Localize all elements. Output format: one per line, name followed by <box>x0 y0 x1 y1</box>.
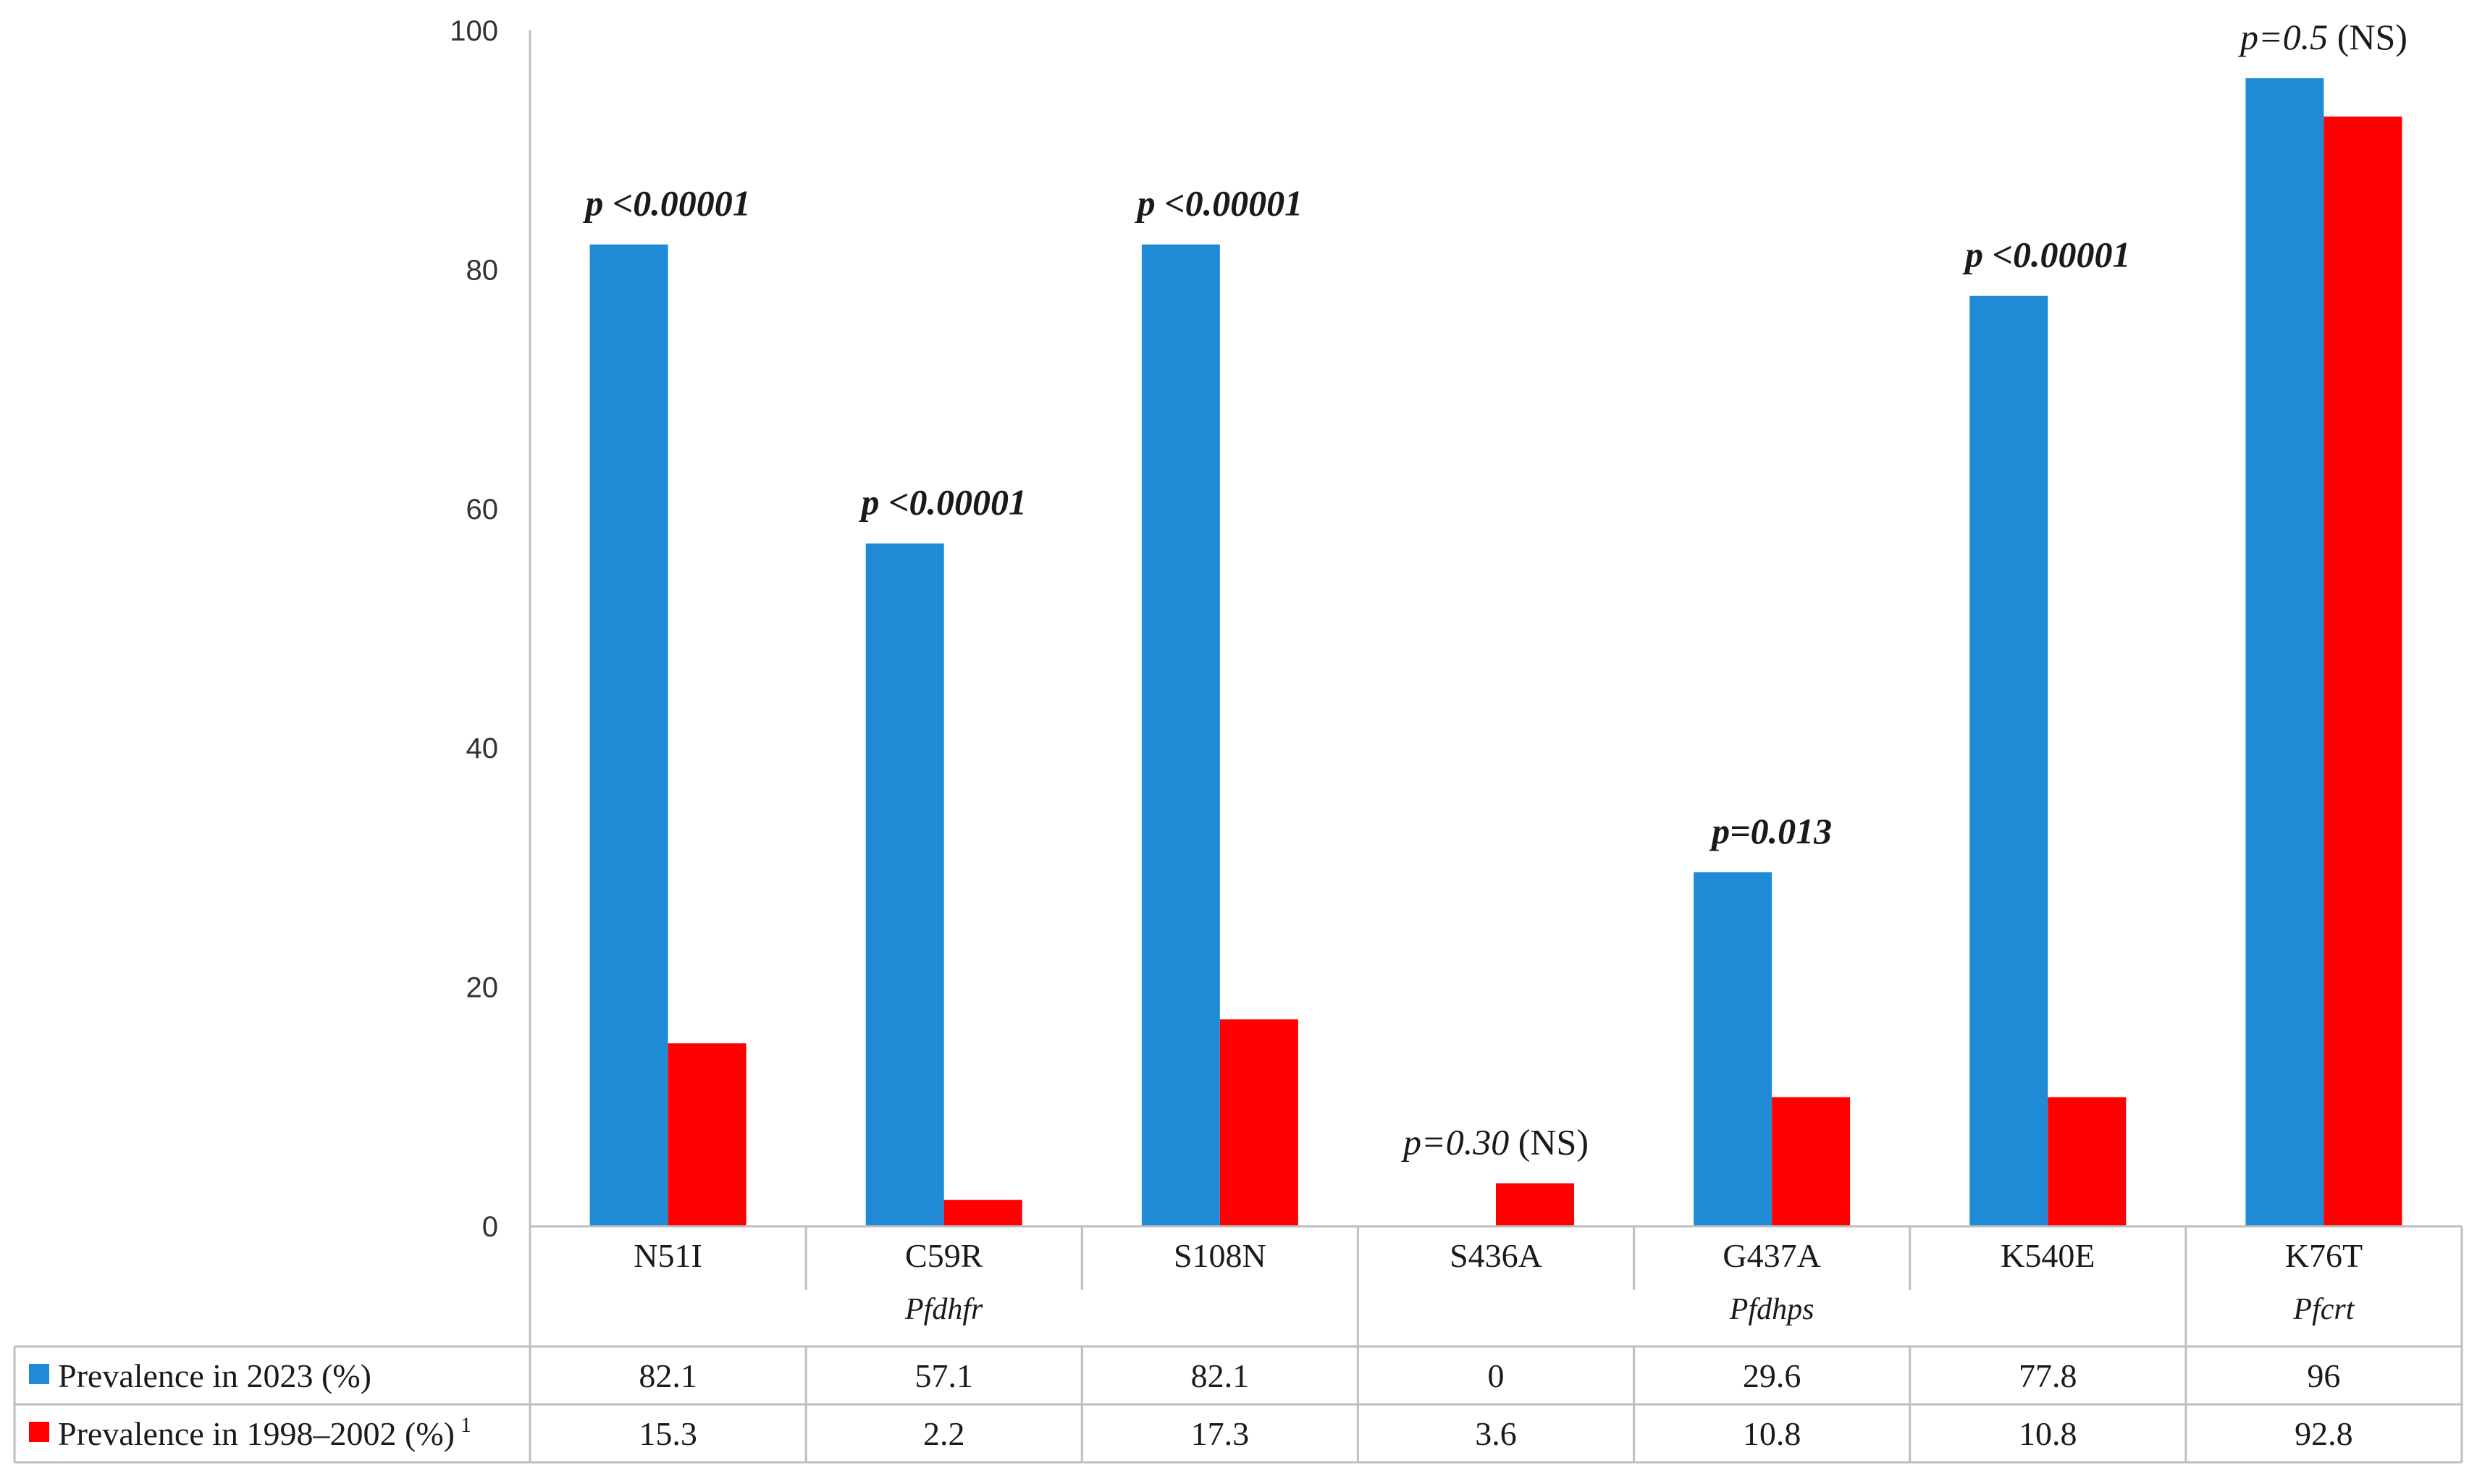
p-value-annotation: p <0.00001 <box>1962 235 2131 275</box>
table-cell-value: 77.8 <box>2019 1357 2077 1394</box>
gene-label: Pfdhfr <box>904 1293 983 1326</box>
bar-prevalence-1998-2002 <box>1772 1097 1851 1226</box>
table-cell-value: 10.8 <box>2019 1415 2077 1452</box>
y-tick-label: 20 <box>466 972 499 1004</box>
bar-prevalence-1998-2002 <box>2048 1097 2127 1226</box>
p-value-annotation: p <0.00001 <box>1135 183 1303 224</box>
category-label: N51I <box>634 1237 702 1274</box>
bar-prevalence-2023 <box>865 543 944 1226</box>
bar-prevalence-1998-2002 <box>2323 116 2402 1227</box>
p-value-annotation: p <0.00001 <box>582 183 751 224</box>
p-value-annotation: p=0.5 (NS) <box>2238 17 2407 57</box>
bar-prevalence-2023 <box>2245 78 2324 1227</box>
legend-label-prevalence-2023: Prevalence in 2023 (%) <box>58 1357 371 1394</box>
table-cell-value: 0 <box>1488 1357 1505 1394</box>
table-cell-value: 96 <box>2307 1357 2340 1394</box>
table-cell-value: 2.2 <box>923 1415 965 1452</box>
gene-label: Pfdhps <box>1729 1293 1814 1326</box>
p-value-text: p=0.013 <box>1709 811 1832 851</box>
bar-prevalence-1998-2002 <box>1496 1183 1574 1226</box>
p-value-annotation: p=0.013 <box>1709 811 1832 851</box>
category-label: S436A <box>1450 1237 1542 1274</box>
category-label: K76T <box>2285 1237 2363 1274</box>
p-value-text: p <0.00001 <box>1135 183 1303 224</box>
table-cell-value: 57.1 <box>914 1357 973 1394</box>
table-cell-value: 92.8 <box>2295 1415 2353 1452</box>
legend-swatch-prevalence-2023 <box>29 1364 49 1384</box>
category-label: C59R <box>905 1237 983 1274</box>
p-value-text: p <0.00001 <box>858 482 1027 523</box>
category-label: K540E <box>2001 1237 2095 1274</box>
bar-prevalence-1998-2002 <box>668 1043 747 1226</box>
y-tick-label: 0 <box>482 1211 498 1243</box>
table-cell-value: 29.6 <box>1743 1357 1801 1394</box>
y-tick-label: 80 <box>466 254 499 286</box>
category-label: S108N <box>1174 1237 1266 1274</box>
table-cell-value: 82.1 <box>639 1357 697 1394</box>
bar-prevalence-1998-2002 <box>1219 1019 1298 1226</box>
footnote-marker: 1 <box>461 1413 471 1437</box>
bar-prevalence-2023 <box>1694 872 1772 1226</box>
p-value-text: p <0.00001 <box>1962 235 2131 275</box>
legend-swatch-prevalence-1998-2002 <box>29 1422 49 1442</box>
legend-label-prevalence-1998-2002: Prevalence in 1998–2002 (%) 1 <box>58 1413 471 1452</box>
y-tick-label: 100 <box>450 15 498 47</box>
bar-prevalence-2023 <box>589 244 668 1226</box>
p-value-text: p <0.00001 <box>582 183 751 224</box>
table-cell-value: 10.8 <box>1743 1415 1801 1452</box>
significance-note: (NS) <box>2328 17 2407 57</box>
bar-prevalence-2023 <box>1969 295 2048 1226</box>
p-value-annotation: p <0.00001 <box>858 482 1027 523</box>
p-value-annotation: p=0.30 (NS) <box>1401 1122 1589 1163</box>
table-cell-value: 15.3 <box>639 1415 697 1452</box>
gene-label: Pfcrt <box>2292 1293 2355 1326</box>
table-cell-value: 17.3 <box>1191 1415 1250 1452</box>
p-value-text: p=0.30 <box>1401 1122 1509 1163</box>
y-tick-label: 40 <box>466 733 499 764</box>
category-label: G437A <box>1723 1237 1820 1274</box>
bar-prevalence-2023 <box>1141 244 1220 1226</box>
y-tick-label: 60 <box>466 494 499 526</box>
significance-note: (NS) <box>1509 1122 1589 1163</box>
bar-prevalence-1998-2002 <box>943 1200 1022 1226</box>
table-cell-value: 3.6 <box>1475 1415 1517 1452</box>
p-value-text: p=0.5 <box>2238 17 2328 57</box>
table-cell-value: 82.1 <box>1191 1357 1250 1394</box>
